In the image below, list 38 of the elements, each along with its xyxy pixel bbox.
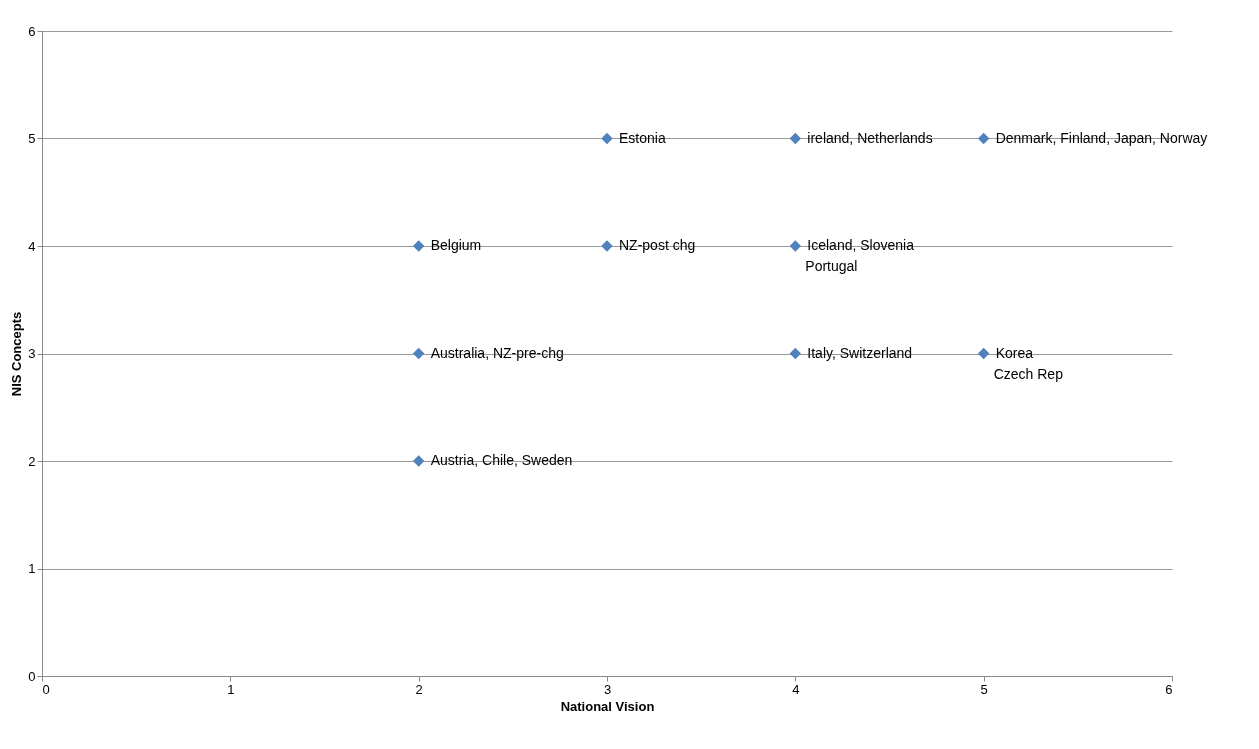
annotation: Estonia (619, 129, 666, 146)
x-tick-label: 3 (603, 681, 612, 697)
point (412, 240, 425, 252)
annotation: Czech Rep (993, 365, 1064, 382)
point (789, 347, 802, 360)
y-axis-title: NIS Concepts (9, 311, 25, 397)
point (977, 347, 990, 360)
x-axis-title: National Vision (560, 698, 655, 714)
annotation: ireland, Netherlands (807, 129, 933, 146)
annotation: NZ-post chg (619, 237, 696, 253)
annotation: Iceland, Slovenia (807, 237, 915, 253)
annotation: Italy, Switzerland (807, 344, 913, 361)
x-tick-label: 0 (42, 681, 50, 697)
x-tick-label: 1 (227, 681, 235, 697)
x-tick-label: 6 (1165, 681, 1173, 697)
annotation: Portugal (805, 258, 858, 274)
y-tick-label: 0 (28, 668, 36, 684)
point (601, 132, 613, 145)
point (789, 240, 802, 252)
y-tick-label: 5 (28, 131, 36, 146)
y-tick-label: 1 (28, 561, 36, 576)
annotation: Austria, Chile, Sweden (430, 452, 573, 468)
point (412, 347, 425, 360)
y-tick-label: 2 (28, 453, 36, 469)
point (789, 132, 802, 145)
annotation: Australia, NZ-pre-chg (430, 344, 564, 361)
y-tick-label: 6 (28, 23, 36, 39)
annotation: Korea (995, 344, 1034, 361)
point (601, 240, 613, 252)
point (412, 455, 425, 467)
y-tick-label: 4 (28, 238, 36, 254)
x-tick-label: 2 (415, 681, 423, 697)
x-tick-label: 5 (980, 681, 988, 697)
y-tick-label: 3 (28, 346, 36, 361)
point (977, 132, 990, 145)
x-tick-label: 4 (792, 681, 800, 697)
annotation: Belgium (430, 237, 482, 253)
annotation: Denmark, Finland, Japan, Norway (995, 129, 1208, 146)
